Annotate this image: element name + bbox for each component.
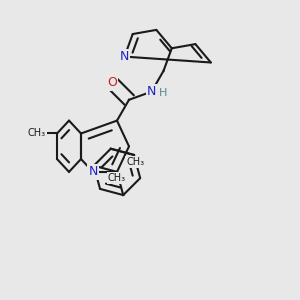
Text: CH₃: CH₃ — [126, 158, 145, 167]
Text: O: O — [107, 76, 117, 89]
Text: N: N — [120, 50, 129, 63]
Text: N: N — [147, 85, 156, 98]
Text: CH₃: CH₃ — [108, 173, 126, 183]
Text: CH₃: CH₃ — [28, 128, 46, 139]
Text: H: H — [159, 88, 167, 98]
Text: N: N — [88, 165, 98, 178]
